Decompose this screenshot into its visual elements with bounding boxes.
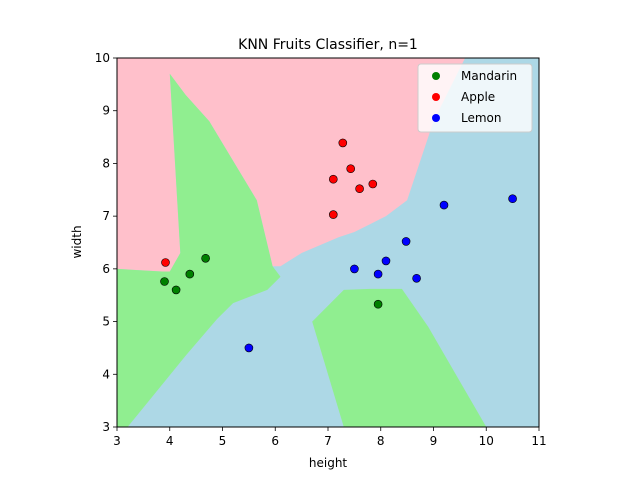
y-tick-label: 10 (95, 51, 110, 65)
y-tick-label: 6 (102, 262, 110, 276)
region-mandarin-2 (312, 288, 487, 427)
point-apple-5 (355, 184, 364, 193)
point-apple-6 (368, 179, 378, 189)
point-mandarin-4 (373, 299, 383, 309)
legend-marker-lemon (432, 114, 440, 122)
point-mandarin-3 (201, 253, 210, 263)
point-lemon-2 (373, 269, 383, 279)
x-tick-label: 10 (479, 434, 494, 448)
x-tick-label: 5 (219, 434, 227, 448)
decision-regions (117, 58, 487, 427)
point-lemon-5 (412, 273, 421, 283)
legend-label-mandarin: Mandarin (461, 69, 517, 83)
point-lemon-1 (350, 264, 359, 274)
x-tick-label: 11 (531, 434, 546, 448)
point-mandarin-0 (160, 277, 169, 286)
point-apple-3 (338, 138, 348, 148)
data-points (160, 138, 517, 353)
x-tick-label: 6 (271, 434, 279, 448)
point-apple-0 (161, 258, 170, 267)
region-apple-0 (117, 58, 466, 272)
legend: Mandarin Apple Lemon (417, 63, 533, 133)
point-apple-2 (328, 174, 338, 184)
y-tick-label: 4 (102, 367, 110, 381)
point-lemon-4 (401, 237, 411, 246)
y-tick-label: 8 (102, 156, 110, 170)
y-tick-label: 5 (102, 315, 110, 329)
legend-label-lemon: Lemon (461, 111, 502, 125)
point-apple-4 (346, 164, 356, 173)
point-mandarin-2 (185, 269, 195, 279)
point-lemon-3 (381, 256, 391, 266)
legend-marker-mandarin (432, 72, 440, 80)
x-tick-label: 4 (166, 434, 174, 448)
x-axis-label: height (309, 456, 348, 470)
y-axis-ticks: 3 4 5 6 7 8 9 10 (95, 51, 117, 434)
legend-marker-apple (432, 93, 440, 101)
chart-title: KNN Fruits Classifier, n=1 (238, 37, 418, 53)
point-lemon-6 (439, 200, 449, 210)
y-tick-label: 7 (102, 209, 110, 223)
y-tick-label: 3 (102, 420, 110, 434)
legend-box (417, 63, 533, 133)
point-lemon-7 (508, 194, 517, 203)
region-mandarin-1 (117, 73, 281, 427)
point-mandarin-1 (171, 285, 181, 295)
point-apple-1 (328, 210, 338, 219)
x-tick-label: 3 (113, 434, 121, 448)
x-tick-label: 7 (324, 434, 332, 448)
legend-label-apple: Apple (461, 90, 495, 104)
x-axis-ticks: 3 4 5 6 7 8 9 10 11 (113, 427, 547, 448)
point-lemon-0 (244, 343, 254, 353)
y-axis-label: width (70, 225, 84, 258)
y-tick-label: 9 (102, 104, 110, 118)
x-tick-label: 9 (430, 434, 438, 448)
x-tick-label: 8 (377, 434, 385, 448)
